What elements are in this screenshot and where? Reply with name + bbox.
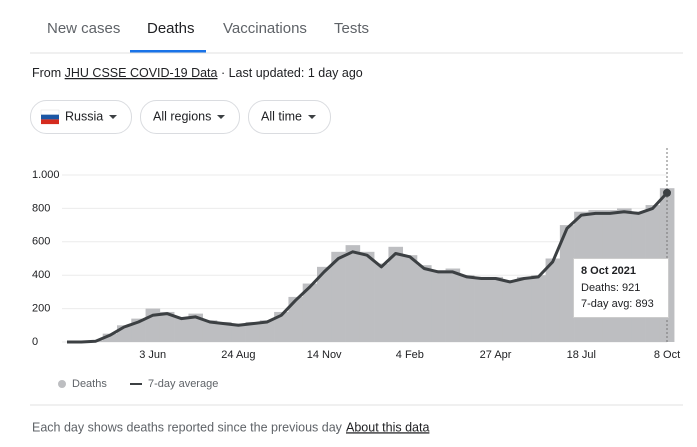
dropdown-label[interactable]: Russia [65,109,103,123]
daily-bar [374,263,389,342]
x-tick-label: 18 Jul [567,349,596,361]
daily-bar [445,268,461,342]
avg-line [67,191,669,344]
y-tick-label: 0 [32,336,38,348]
flag-stripe [41,119,59,125]
daily-bar [474,276,489,342]
dropdown-label[interactable]: All time [261,109,302,123]
footer-link[interactable]: About this data [346,420,429,434]
filter-time[interactable]: All time [248,100,331,134]
daily-bar [274,311,289,342]
caret [308,115,316,119]
daily-bar [402,255,418,342]
daily-bar [217,321,232,342]
daily-bar [317,266,332,342]
tab[interactable]: Vaccinations [223,20,307,37]
dropdown[interactable] [248,100,331,134]
daily-bar [359,251,375,342]
y-tick-label: 400 [32,269,50,281]
x-tick-label: 3 Jun [139,349,166,361]
daily-bar [202,320,218,342]
caret [217,115,225,119]
daily-bar [302,283,318,342]
tooltip-box [573,258,669,318]
daily-bar [231,323,246,342]
hover-point [663,188,671,197]
source-prefix: From [32,66,61,80]
daily-bar [245,321,261,342]
caret [109,115,117,119]
daily-bar [288,296,304,342]
dropdown[interactable] [30,100,132,134]
daily-bar [417,265,432,342]
tooltip-avg: 7-day avg: 893 [581,298,654,310]
daily-bar [331,251,346,342]
daily-bar [259,320,275,342]
tab-active[interactable]: Deaths [147,20,195,37]
legend-label: 7-day average [148,378,218,390]
dropdown[interactable] [140,100,240,134]
flag-stripe [40,109,60,115]
footer-sep: · [335,420,339,434]
y-tick-label: 1.000 [32,169,60,181]
daily-bar [559,225,575,342]
legend-label: Deaths [72,378,107,390]
tooltip-deaths: Deaths: 921 [581,282,640,294]
y-tick-label: 200 [32,303,50,315]
x-tick-label: 8 Oct [654,349,680,361]
dropdown-label[interactable]: All regions [153,109,211,123]
legend-swatch [58,380,66,388]
daily-bar [431,270,446,342]
tab[interactable]: New cases [47,20,120,37]
daily-bar [488,276,504,342]
footer-note: Each day shows deaths reported since the… [32,420,343,434]
x-tick-label: 24 Aug [221,349,255,361]
x-tick-label: 14 Nov [307,349,342,361]
source-suffix: · Last updated: 1 day ago [221,66,363,80]
y-tick-label: 600 [32,236,50,248]
chart: 0 200 400 600 800 1.000 3 Jun 24 Aug 14 Nov 4 Feb… [32,148,680,390]
daily-bar [531,275,546,342]
tooltip-date: 8 Oct 2021 [581,265,636,277]
daily-bar [159,311,175,342]
source-line: From JHU CSSE COVID-19 Data · Last updat… [32,66,363,80]
x-tick-label: 27 Apr [480,349,512,361]
daily-bar [102,333,118,342]
tab-indicator [130,50,206,53]
daily-bar [188,313,204,342]
tab[interactable]: Tests [334,20,369,37]
filter-region[interactable]: All regions [140,100,240,134]
source-link[interactable]: JHU CSSE COVID-19 Data [65,66,218,80]
flag-stripe [41,114,59,120]
daily-bar [502,280,518,342]
daily-bar [459,275,475,342]
daily-bar [388,246,404,342]
tooltip: 8 Oct 2021 Deaths: 921 7-day avg: 893 [573,258,669,318]
x-tick-label: 4 Feb [396,349,424,361]
daily-bar [345,245,361,342]
daily-bar [545,258,561,342]
y-tick-label: 800 [32,202,50,214]
filter-country[interactable]: Russia [30,100,132,134]
daily-bar [517,276,532,342]
daily-bar [174,316,189,342]
